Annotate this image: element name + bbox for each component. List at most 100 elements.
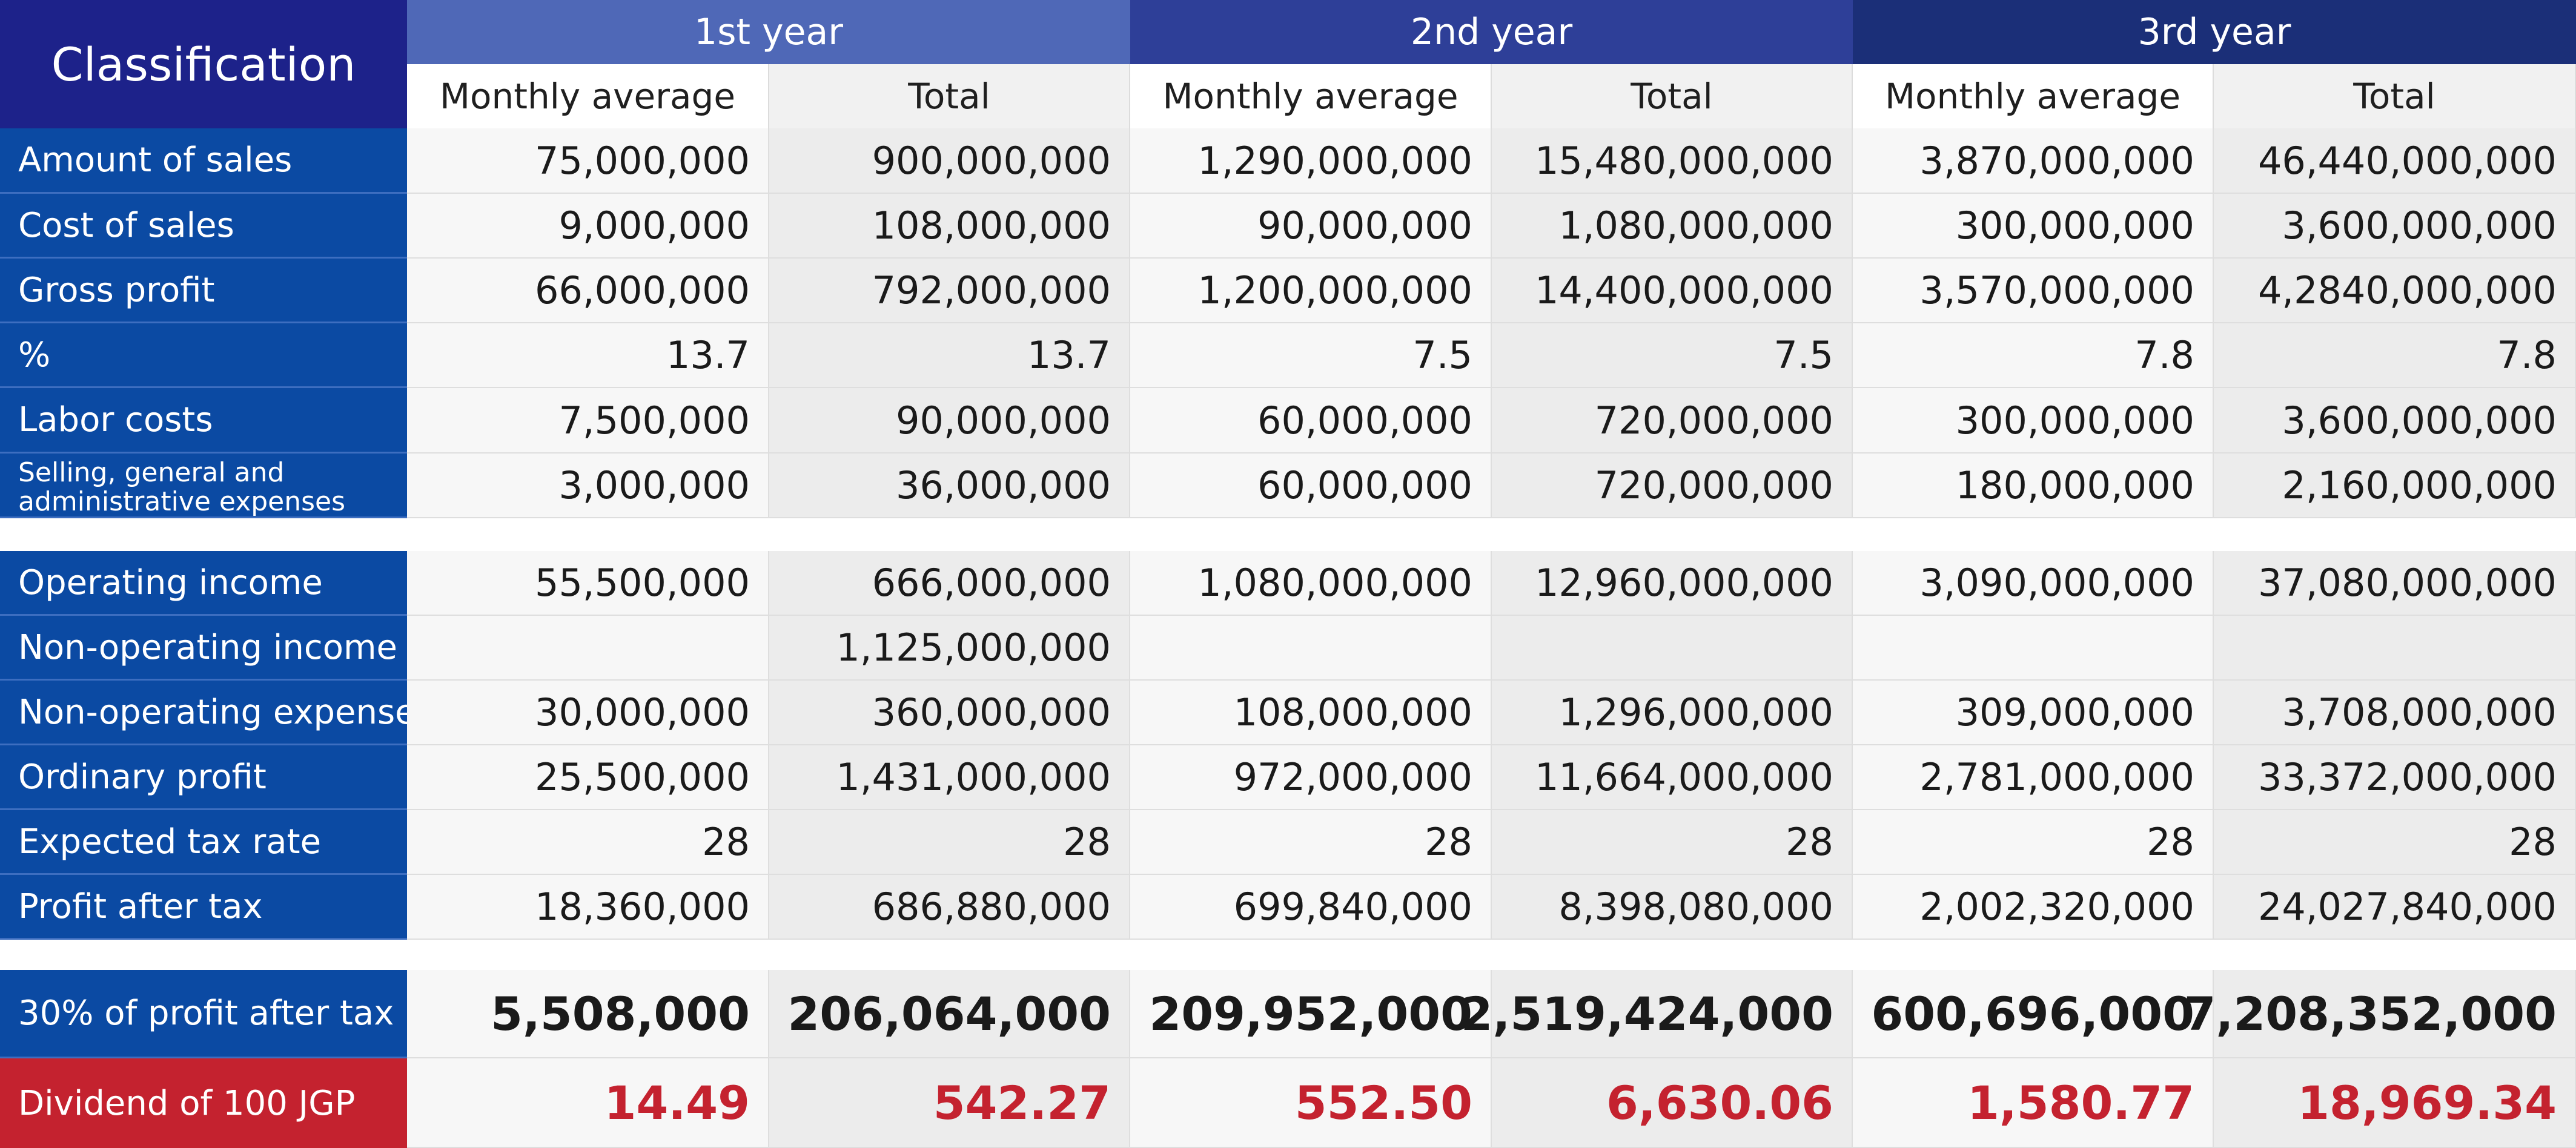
value-cell: 14.49 [407,1058,769,1148]
value-cell [1130,616,1492,681]
row-label: % [0,323,407,388]
row-label: Non-operating income [0,616,407,681]
value-cell: 60,000,000 [1130,454,1492,518]
value-cell: 3,000,000 [407,454,769,518]
value-cell: 600,696,000 [1853,970,2214,1058]
value-cell: 7,208,352,000 [2184,970,2576,1058]
value-cell: 972,000,000 [1130,745,1492,810]
value-cell: 36,000,000 [769,454,1130,518]
value-cell: 3,600,000,000 [2214,194,2576,259]
value-cell: 2,781,000,000 [1853,745,2214,810]
value-cell: 686,880,000 [769,875,1130,940]
value-cell [1492,616,1853,681]
value-cell: 66,000,000 [407,259,769,323]
row-label: Expected tax rate [0,810,407,875]
total-column-header: Total [769,64,1130,128]
value-cell: 33,372,000,000 [2214,745,2576,810]
value-cell: 28 [1853,810,2214,875]
classification-header: Classification [0,0,407,128]
value-cell: 7.8 [2214,323,2576,388]
value-cell: 90,000,000 [1130,194,1492,259]
value-cell: 2,519,424,000 [1461,970,1853,1058]
value-cell: 108,000,000 [1130,681,1492,745]
value-cell: 30,000,000 [407,681,769,745]
value-cell: 55,500,000 [407,551,769,616]
value-cell: 300,000,000 [1853,194,2214,259]
value-cell: 720,000,000 [1492,388,1853,454]
value-cell: 309,000,000 [1853,681,2214,745]
value-cell: 720,000,000 [1492,454,1853,518]
value-cell: 9,000,000 [407,194,769,259]
monthly-average-column-header: Monthly average [1130,64,1492,128]
value-cell: 7,500,000 [407,388,769,454]
value-cell: 7.5 [1492,323,1853,388]
value-cell: 5,508,000 [407,970,769,1058]
value-cell [2214,616,2576,681]
value-cell: 300,000,000 [1853,388,2214,454]
value-cell: 24,027,840,000 [2214,875,2576,940]
value-cell: 28 [1130,810,1492,875]
row-label: 30% of profit after tax [0,970,407,1058]
value-cell: 15,480,000,000 [1492,128,1853,194]
monthly-average-column-header: Monthly average [1853,64,2214,128]
value-cell: 699,840,000 [1130,875,1492,940]
value-cell: 552.50 [1130,1058,1492,1148]
row-label: Non-operating expenses [0,681,434,745]
row-label: Amount of sales [0,128,407,194]
value-cell: 1,431,000,000 [769,745,1130,810]
value-cell: 108,000,000 [769,194,1130,259]
value-cell: 360,000,000 [769,681,1130,745]
value-cell: 1,080,000,000 [1130,551,1492,616]
value-cell: 18,969.34 [2214,1058,2576,1148]
value-cell: 28 [769,810,1130,875]
row-label: Operating income [0,551,407,616]
value-cell: 8,398,080,000 [1492,875,1853,940]
value-cell [1853,616,2214,681]
value-cell: 3,708,000,000 [2214,681,2576,745]
value-cell: 7.8 [1853,323,2214,388]
value-cell: 1,080,000,000 [1492,194,1853,259]
value-cell: 4,2840,000,000 [2214,259,2576,323]
row-label: Selling, general and administrative expe… [0,454,407,518]
value-cell: 37,080,000,000 [2214,551,2576,616]
value-cell: 209,952,000 [1130,970,1492,1058]
value-cell: 542.27 [769,1058,1130,1148]
total-column-header: Total [1492,64,1853,128]
value-cell: 2,160,000,000 [2214,454,2576,518]
value-cell [407,616,769,681]
value-cell: 28 [407,810,769,875]
value-cell: 28 [2214,810,2576,875]
row-label: Dividend of 100 JGP [0,1058,407,1148]
value-cell: 3,600,000,000 [2214,388,2576,454]
value-cell: 13.7 [769,323,1130,388]
value-cell: 3,870,000,000 [1853,128,2214,194]
value-cell: 1,290,000,000 [1130,128,1492,194]
value-cell: 46,440,000,000 [2214,128,2576,194]
value-cell: 13.7 [407,323,769,388]
value-cell: 7.5 [1130,323,1492,388]
value-cell: 6,630.06 [1492,1058,1853,1148]
row-label: Cost of sales [0,194,407,259]
value-cell: 1,125,000,000 [769,616,1130,681]
value-cell: 28 [1492,810,1853,875]
value-cell: 1,580.77 [1853,1058,2214,1148]
row-label: Labor costs [0,388,407,454]
value-cell: 3,570,000,000 [1853,259,2214,323]
value-cell: 206,064,000 [769,970,1130,1058]
value-cell: 3,090,000,000 [1853,551,2214,616]
year-header-1: 1st year [407,0,1130,64]
row-label: Ordinary profit [0,745,407,810]
row-label: Profit after tax [0,875,407,940]
monthly-average-column-header: Monthly average [407,64,769,128]
value-cell: 1,296,000,000 [1492,681,1853,745]
year-header-2: 2nd year [1130,0,1853,64]
value-cell: 60,000,000 [1130,388,1492,454]
value-cell: 75,000,000 [407,128,769,194]
value-cell: 1,200,000,000 [1130,259,1492,323]
value-cell: 180,000,000 [1853,454,2214,518]
value-cell: 12,960,000,000 [1492,551,1853,616]
value-cell: 14,400,000,000 [1492,259,1853,323]
value-cell: 25,500,000 [407,745,769,810]
value-cell: 2,002,320,000 [1853,875,2214,940]
